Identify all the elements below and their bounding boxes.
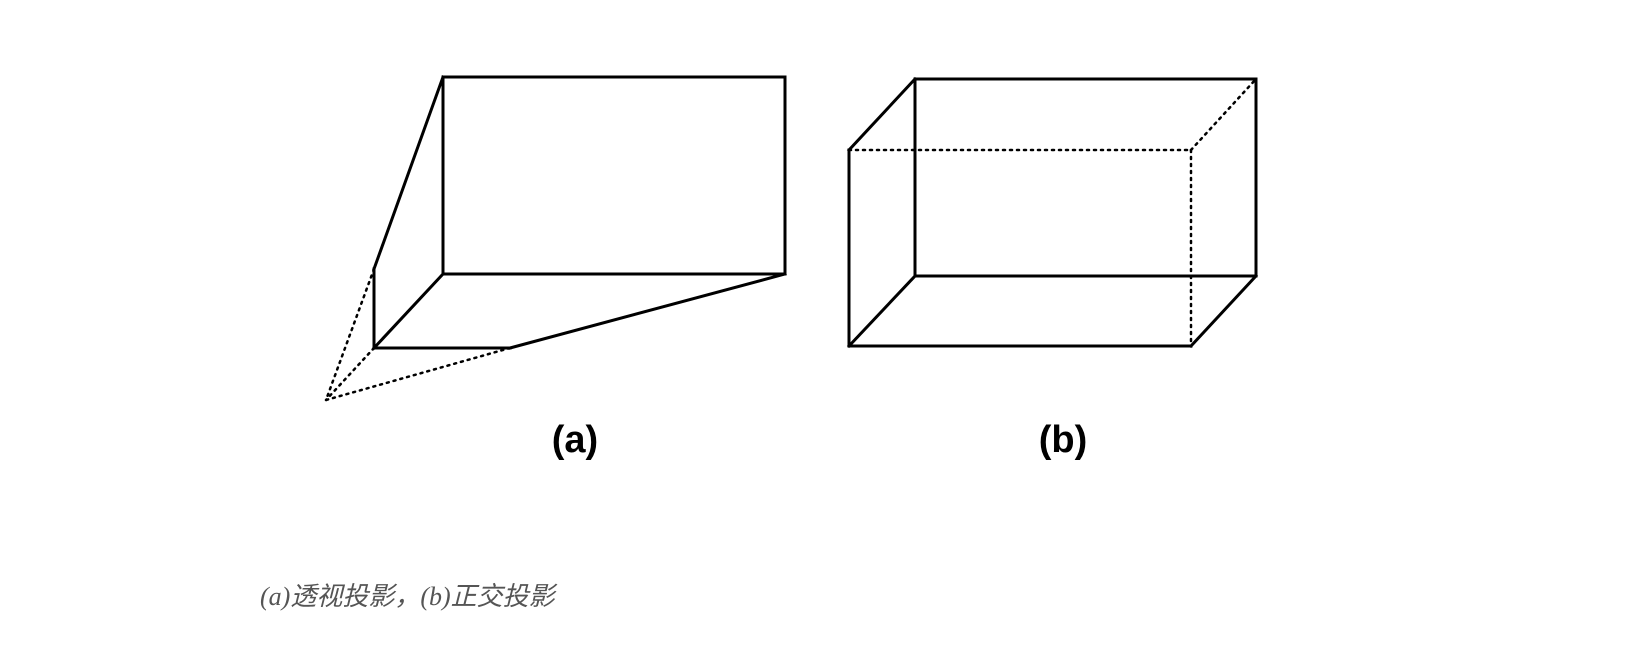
- panel-b-label: (b): [1039, 419, 1088, 461]
- panel-b-orthographic-box: [846, 76, 1259, 349]
- ortho-bottom-right-connector: [1188, 273, 1259, 349]
- perspective-near-left-bottom-edge: [371, 271, 446, 351]
- ortho-top-right-hidden-connector: [1189, 77, 1258, 152]
- perspective-left-top-edge: [372, 75, 445, 271]
- perspective-bottom-right-edge: [508, 272, 787, 350]
- projection-ray-middle: [324, 346, 376, 402]
- panel-a-label: (a): [552, 419, 598, 461]
- figure-caption: (a)透视投影，(b)正交投影: [260, 582, 555, 611]
- panel-a-perspective-box: [324, 75, 787, 402]
- projection-ray-lower: [324, 346, 512, 402]
- ortho-top-left-connector: [846, 76, 918, 153]
- perspective-far-face: [441, 75, 787, 276]
- ortho-back-face: [913, 77, 1258, 278]
- projection-ray-upper: [324, 267, 376, 402]
- ortho-bottom-left-connector: [846, 273, 918, 349]
